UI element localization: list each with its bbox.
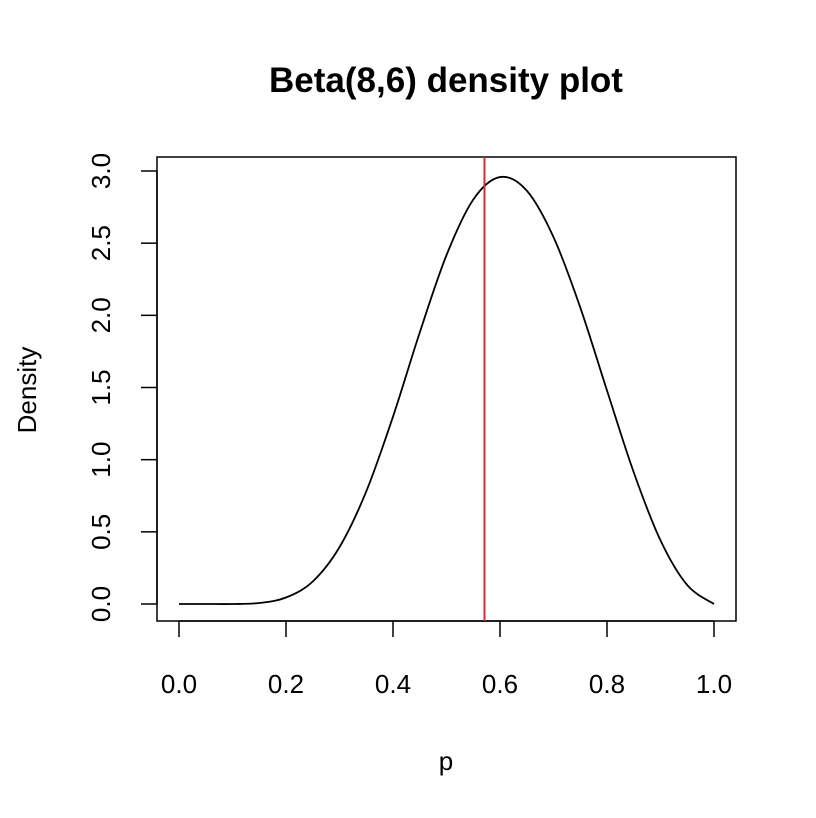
density-curve <box>179 175 715 605</box>
y-axis: 0.0 0.5 1.0 1.5 2.0 2.5 3.0 <box>86 153 158 622</box>
x-tick-label: 0.8 <box>589 669 625 699</box>
y-tick-label: 0.0 <box>86 586 116 622</box>
y-tick-label: 2.5 <box>86 225 116 261</box>
x-axis-label: p <box>439 746 453 776</box>
y-axis-label: Density <box>12 347 42 434</box>
chart-title: Beta(8,6) density plot <box>269 61 623 100</box>
y-tick-label: 1.0 <box>86 442 116 478</box>
x-tick-label: 0.0 <box>161 669 197 699</box>
plot-area <box>179 157 715 621</box>
y-tick-label: 1.5 <box>86 369 116 405</box>
x-tick-label: 0.4 <box>375 669 411 699</box>
x-axis: 0.0 0.2 0.4 0.6 0.8 1.0 <box>161 620 732 699</box>
x-tick-label: 0.6 <box>482 669 518 699</box>
y-tick-label: 0.5 <box>86 514 116 550</box>
x-tick-label: 0.2 <box>268 669 304 699</box>
plot-frame <box>156 156 737 622</box>
y-tick-label: 3.0 <box>86 153 116 189</box>
x-tick-label: 1.0 <box>696 669 732 699</box>
y-tick-label: 2.0 <box>86 297 116 333</box>
